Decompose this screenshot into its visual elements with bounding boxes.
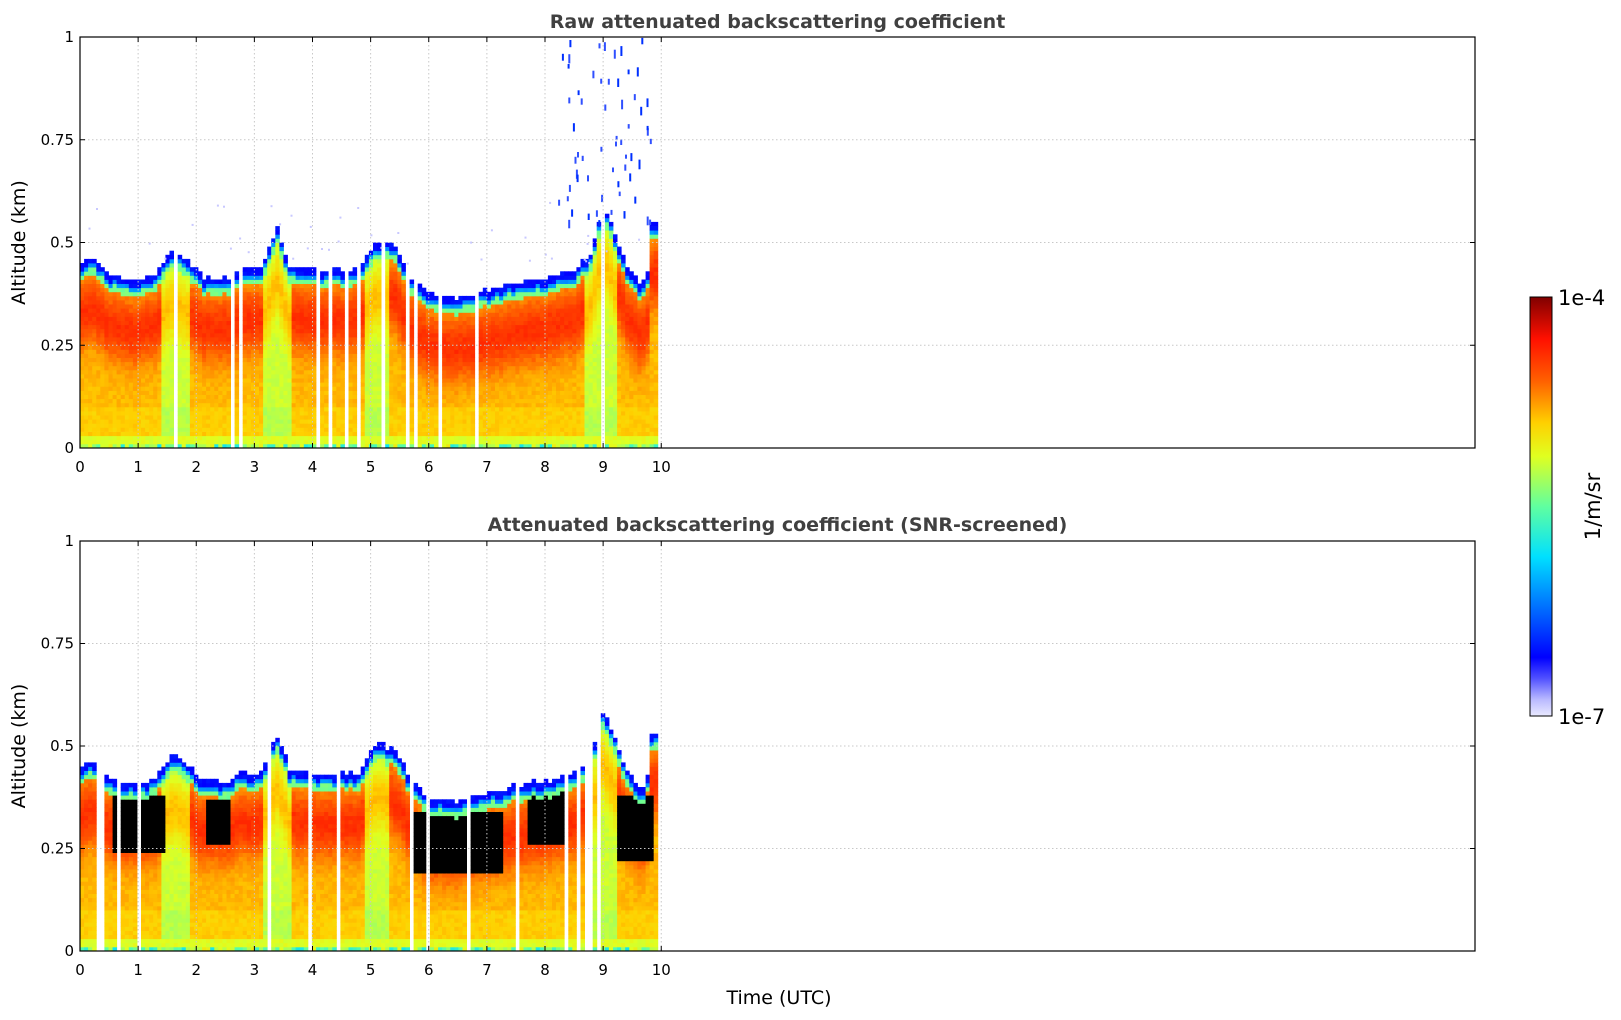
y-tick-label: 0.5 — [50, 737, 74, 755]
x-tick-label: 1 — [133, 458, 143, 476]
x-tick-label: 10 — [652, 458, 671, 476]
y-tick-label: 0.5 — [50, 234, 74, 252]
colorbar-max-label: 1e-4 — [1558, 286, 1605, 310]
y-tick-label: 0.75 — [41, 131, 74, 149]
x-tick-label: 3 — [250, 458, 260, 476]
x-tick-label: 8 — [540, 961, 550, 979]
colorbar: 1e-4 1e-7 1/m/sr — [1529, 286, 1605, 729]
y-tick-label: 1 — [64, 532, 74, 550]
colorbar-unit-label: 1/m/sr — [1581, 472, 1605, 540]
x-tick-label: 0 — [75, 458, 85, 476]
y-tick-label: 0 — [64, 439, 74, 457]
y-axis-label: Altitude (km) — [8, 684, 30, 809]
x-tick-label: 5 — [366, 961, 376, 979]
x-tick-label: 1 — [133, 961, 143, 979]
x-tick-label: 2 — [191, 458, 201, 476]
y-axis-label: Altitude (km) — [8, 180, 30, 305]
heatmap-cells — [80, 213, 659, 449]
x-tick-label: 4 — [308, 458, 318, 476]
y-tick-label: 0.25 — [41, 840, 74, 858]
x-tick-label: 4 — [308, 961, 318, 979]
x-tick-label: 7 — [482, 961, 492, 979]
heatmap-plot-area: 0 1 2 3 4 5 6 7 8 9 10 0 0.25 0.5 0.75 1 — [41, 532, 1476, 979]
x-tick-label: 0 — [75, 961, 85, 979]
raw-backscatter-panel: Raw attenuated backscattering coefficien… — [8, 11, 1476, 476]
sparse-returns — [88, 37, 652, 265]
chart-title: Attenuated backscattering coefficient (S… — [488, 514, 1068, 536]
y-tick-label: 0.75 — [41, 635, 74, 653]
y-tick-label: 0.25 — [41, 336, 74, 354]
x-tick-label: 9 — [598, 458, 608, 476]
x-tick-label: 8 — [540, 458, 550, 476]
colorbar-min-label: 1e-7 — [1558, 705, 1605, 729]
x-tick-label: 2 — [191, 961, 201, 979]
y-tick-label: 1 — [64, 28, 74, 46]
x-tick-label: 9 — [598, 961, 608, 979]
x-tick-label: 6 — [424, 458, 434, 476]
x-tick-label: 3 — [250, 961, 260, 979]
x-axis-label: Time (UTC) — [725, 987, 831, 1009]
x-tick-label: 6 — [424, 961, 434, 979]
snr-screened-backscatter-panel: Attenuated backscattering coefficient (S… — [8, 514, 1476, 979]
x-tick-label: 10 — [652, 961, 671, 979]
colorbar-gradient — [1529, 296, 1553, 717]
x-tick-label: 5 — [366, 458, 376, 476]
chart-title: Raw attenuated backscattering coefficien… — [550, 11, 1006, 33]
y-tick-label: 0 — [64, 942, 74, 960]
heatmap-plot-area: 0 1 2 3 4 5 6 7 8 9 10 0 0.25 0.5 0.75 1 — [41, 28, 1476, 476]
heatmap-cells — [80, 713, 659, 952]
x-tick-label: 7 — [482, 458, 492, 476]
